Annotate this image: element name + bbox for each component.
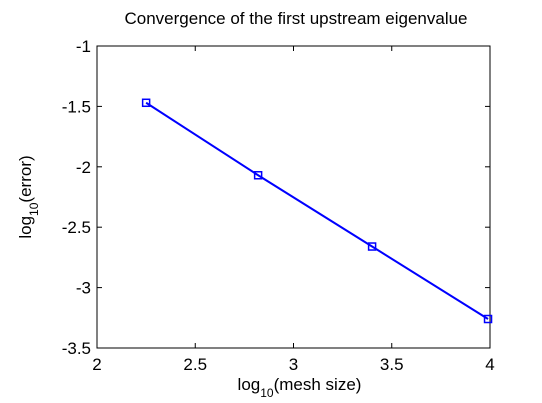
y-tick-label: -2.5 (62, 218, 91, 237)
marker (367, 242, 377, 251)
marker (253, 171, 263, 180)
x-tick-label: 2.5 (183, 355, 207, 374)
line (145, 101, 489, 320)
x-tick-label: 4 (485, 355, 494, 374)
y-axis-label-part: 10 (27, 202, 41, 216)
y-axis-label: log10(error) (16, 155, 41, 238)
y-axis-label-part: (error) (16, 155, 35, 202)
x-tick-label: 3 (289, 355, 298, 374)
x-axis-label-part: 10 (260, 386, 274, 400)
y-tick-label: -1 (76, 37, 91, 56)
y-axis-label-part: log (16, 216, 35, 239)
marker (141, 98, 151, 108)
x-tick-label: 3.5 (380, 355, 404, 374)
y-tick-label: -1.5 (62, 97, 91, 116)
chart-title: Convergence of the first upstream eigenv… (124, 9, 467, 28)
x-tick-label: 2 (92, 355, 101, 374)
y-tick-label: -3.5 (62, 339, 91, 358)
x-axis-label-part: log (238, 375, 261, 394)
x-axis-label-part: (mesh size) (274, 375, 362, 394)
x-axis-label: log10(mesh size) (238, 375, 362, 400)
marker (483, 314, 493, 324)
y-tick-label: -3 (76, 279, 91, 298)
y-tick-label: -2 (76, 158, 91, 177)
